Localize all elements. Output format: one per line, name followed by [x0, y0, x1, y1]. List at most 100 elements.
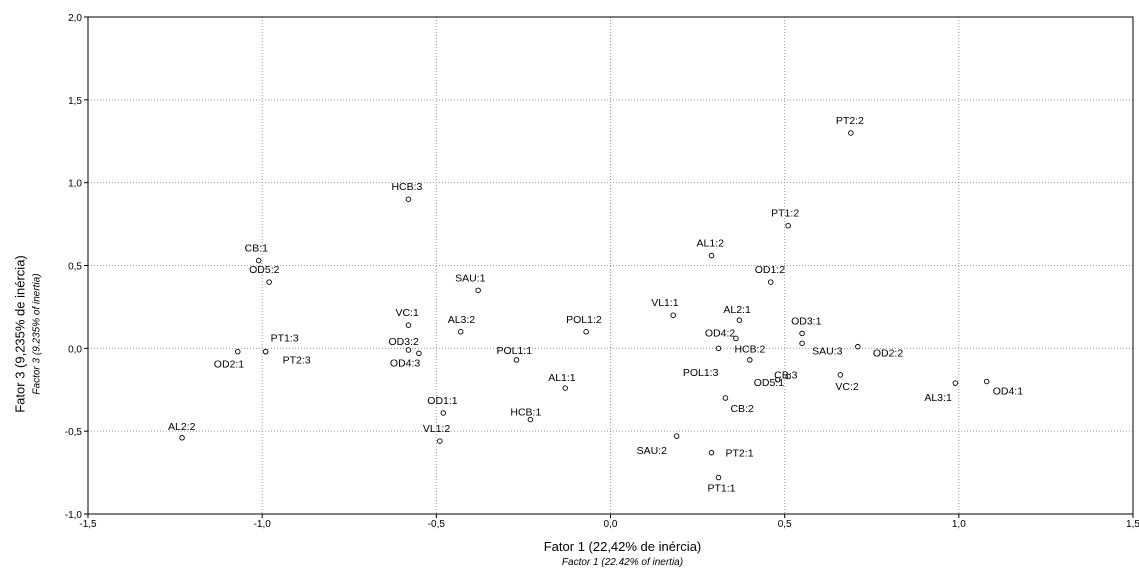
point-label: OD4:3	[390, 357, 421, 369]
point-label: OD5:1	[754, 377, 785, 389]
data-point: OD1:2	[755, 264, 786, 285]
y-tick-label: -1,0	[65, 510, 83, 521]
point-marker	[179, 435, 185, 441]
point-marker	[952, 380, 959, 386]
point-label: OD5:2	[249, 264, 280, 276]
point-label: OD1:1	[427, 395, 458, 407]
point-marker	[715, 345, 722, 352]
axis-ticks: -1,5 -1,0 -0,5 0,0 0,5 1,0 1,52,01,51,00,50,0-…	[65, 13, 1139, 530]
point-marker	[440, 410, 447, 416]
y-tick-label: 2,0	[68, 13, 82, 24]
point-marker	[266, 279, 272, 285]
point-label: POL1:2	[566, 314, 602, 326]
point-marker	[457, 329, 464, 335]
point-label: SAU:3	[812, 345, 843, 357]
point-marker	[774, 377, 781, 383]
point-label: OD2:2	[873, 348, 904, 360]
data-point: OD5:2	[249, 264, 280, 285]
data-point: HCB:1	[510, 407, 541, 423]
point-label: PT1:1	[707, 483, 735, 495]
point-label: PT2:2	[836, 115, 864, 127]
point-label: CB:2	[730, 403, 754, 415]
point-label: OD4:1	[993, 385, 1024, 397]
point-marker	[583, 329, 589, 335]
data-point: VC:2	[835, 372, 859, 393]
point-marker	[437, 438, 443, 444]
data-point: OD1:1	[427, 395, 458, 416]
data-point: HCB:2	[715, 343, 766, 355]
point-label: AL1:1	[548, 372, 576, 384]
y-tick-label: 0,0	[68, 344, 82, 355]
point-marker	[722, 395, 729, 401]
point-label: OD1:2	[755, 264, 786, 276]
point-marker	[562, 385, 568, 391]
data-point: PT1:3	[262, 333, 299, 355]
point-marker	[670, 312, 676, 318]
point-marker	[785, 373, 791, 380]
data-point: AL2:2	[168, 421, 196, 441]
point-marker	[405, 322, 412, 328]
point-marker	[733, 335, 739, 342]
point-label: OD4:2	[705, 327, 736, 339]
point-label: CB:1	[245, 243, 269, 255]
x-tick-label: -1,5	[79, 519, 97, 530]
point-label: AL2:2	[168, 421, 196, 433]
data-point: OD2:2	[855, 343, 904, 360]
data-point: OD2:1	[214, 348, 244, 371]
data-point: AL1:1	[548, 372, 576, 391]
data-point: POL1:1	[496, 345, 532, 363]
data-point: PT2:2	[836, 115, 864, 136]
data-point: OD3:1	[791, 315, 822, 337]
point-label: AL3:1	[924, 392, 952, 404]
point-label: PT2:1	[726, 448, 754, 460]
x-tick-label: 1,5	[1126, 519, 1139, 530]
x-tick-label: -1,0	[254, 519, 272, 530]
point-marker	[262, 348, 269, 355]
data-point: POL1:3	[683, 357, 753, 379]
data-point: PT2:3	[262, 348, 311, 367]
point-label: AL3:2	[448, 314, 476, 326]
point-marker	[983, 378, 990, 385]
data-point: OD4:1	[983, 378, 1024, 397]
data-point: VL1:2	[423, 423, 450, 444]
data-point: VL1:1	[651, 297, 679, 318]
data-point: AL1:2	[697, 238, 725, 259]
point-marker	[799, 340, 805, 347]
point-marker	[475, 287, 481, 294]
point-label: PT2:3	[283, 355, 311, 367]
point-marker	[416, 350, 422, 357]
point-marker	[405, 196, 412, 202]
data-point: PT2:1	[708, 448, 754, 460]
data-point: AL3:2	[448, 314, 476, 335]
point-label: VC:2	[835, 381, 859, 393]
y-tick-label: -0,5	[65, 427, 83, 438]
point-label: POL1:3	[683, 367, 719, 379]
x-tick-label: 1,0	[952, 519, 966, 530]
data-point: OD4:2	[705, 327, 739, 342]
data-point: SAU:2	[637, 433, 680, 457]
data-point: CB:2	[722, 395, 754, 415]
y-label-background	[0, 130, 50, 530]
point-label: AL1:2	[697, 238, 725, 250]
point-marker	[785, 222, 791, 229]
y-axis-label-en: Factor 3 (9.235% of inertia)	[31, 273, 43, 395]
data-point: POL1:2	[566, 314, 602, 335]
point-label: AL2:1	[723, 304, 751, 316]
point-marker	[736, 317, 743, 323]
point-label: PT1:3	[271, 333, 299, 345]
data-point: SAU:1	[455, 272, 486, 294]
data-point: HCB:3	[391, 181, 423, 202]
point-marker	[708, 252, 715, 259]
data-point: AL2:1	[723, 304, 751, 323]
point-label: VL1:1	[651, 297, 679, 309]
point-marker	[235, 348, 241, 355]
data-point: OD5:1	[754, 377, 785, 389]
point-marker	[837, 372, 844, 378]
point-marker	[855, 343, 861, 350]
data-point: SAU:3	[799, 340, 843, 357]
point-label: OD3:2	[388, 336, 419, 348]
point-label: HCB:2	[734, 343, 765, 355]
point-marker	[747, 357, 753, 363]
point-label: PT1:2	[771, 208, 799, 220]
